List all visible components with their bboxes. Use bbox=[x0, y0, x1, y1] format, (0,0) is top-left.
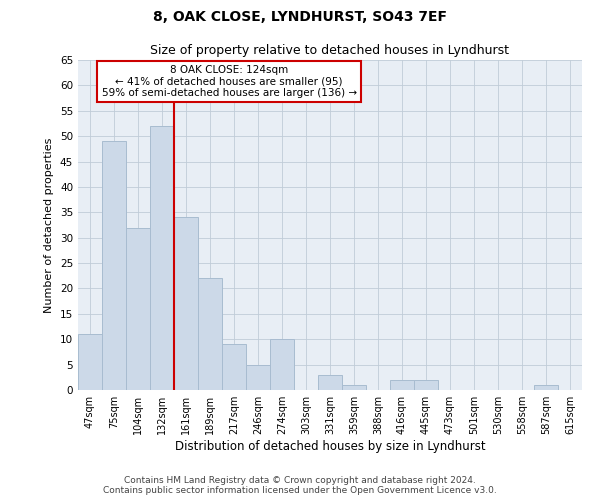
Bar bbox=[414, 380, 438, 390]
Title: Size of property relative to detached houses in Lyndhurst: Size of property relative to detached ho… bbox=[151, 44, 509, 58]
Text: Contains HM Land Registry data © Crown copyright and database right 2024.
Contai: Contains HM Land Registry data © Crown c… bbox=[103, 476, 497, 495]
Bar bbox=[198, 278, 222, 390]
Bar bbox=[390, 380, 414, 390]
Bar bbox=[318, 375, 342, 390]
Bar bbox=[102, 141, 126, 390]
X-axis label: Distribution of detached houses by size in Lyndhurst: Distribution of detached houses by size … bbox=[175, 440, 485, 453]
Y-axis label: Number of detached properties: Number of detached properties bbox=[44, 138, 55, 312]
Bar bbox=[150, 126, 174, 390]
Bar bbox=[342, 385, 366, 390]
Bar bbox=[78, 334, 102, 390]
Bar bbox=[222, 344, 246, 390]
Bar bbox=[270, 339, 294, 390]
Text: 8, OAK CLOSE, LYNDHURST, SO43 7EF: 8, OAK CLOSE, LYNDHURST, SO43 7EF bbox=[153, 10, 447, 24]
Bar bbox=[126, 228, 150, 390]
Text: 8 OAK CLOSE: 124sqm
← 41% of detached houses are smaller (95)
59% of semi-detach: 8 OAK CLOSE: 124sqm ← 41% of detached ho… bbox=[101, 65, 357, 98]
Bar bbox=[246, 364, 270, 390]
Bar bbox=[174, 218, 198, 390]
Bar bbox=[534, 385, 558, 390]
